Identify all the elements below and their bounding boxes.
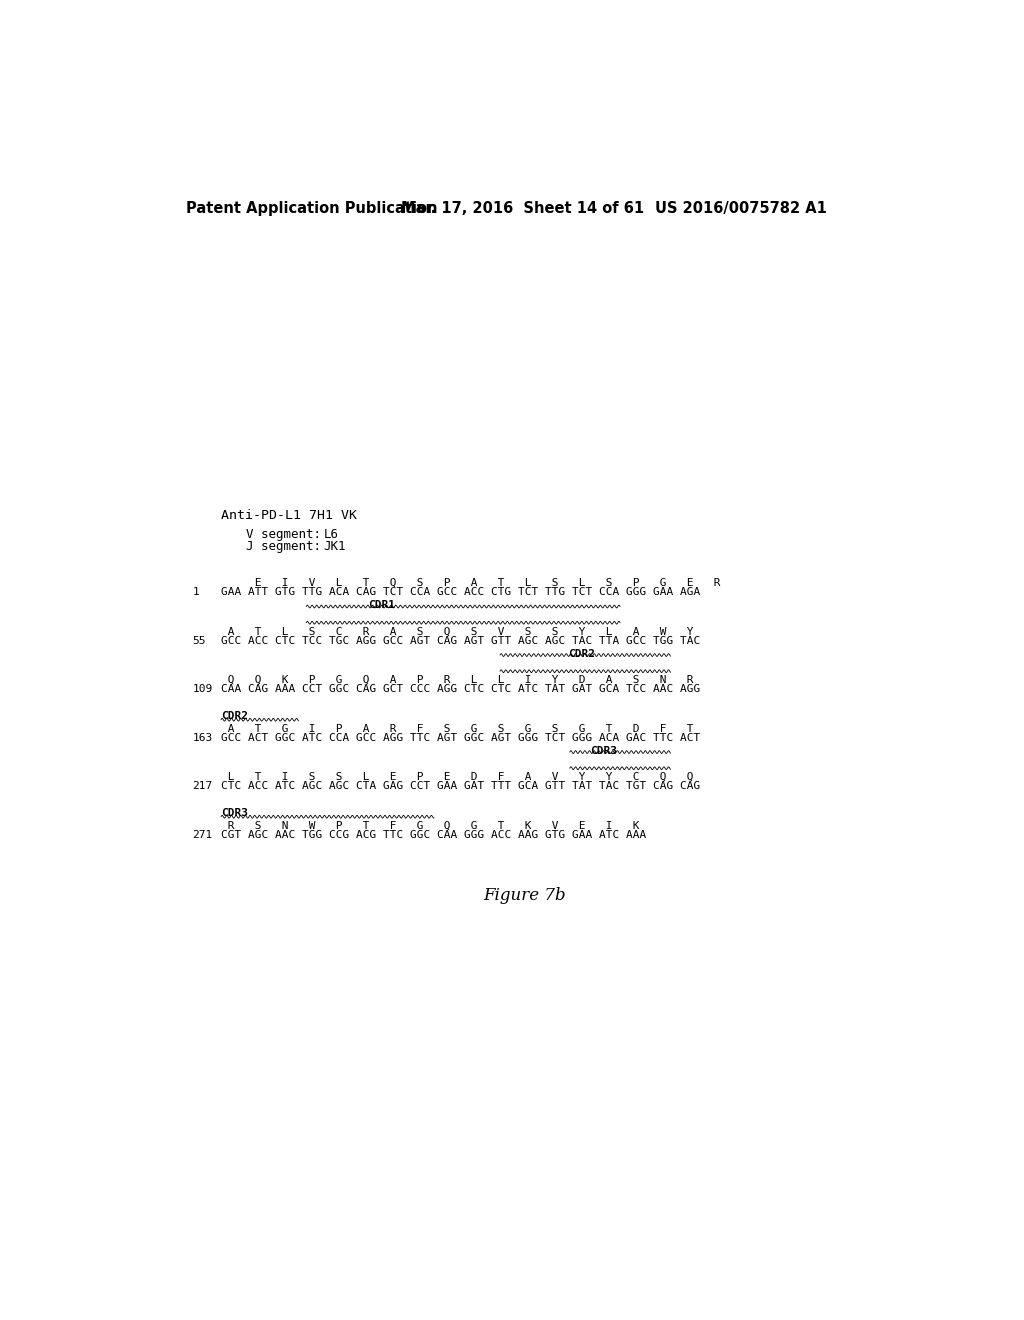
Text: E   I   V   L   T   Q   S   P   A   T   L   S   L   S   P   G   E   R: E I V L T Q S P A T L S L S P G E R [221, 578, 721, 587]
Text: V segment:: V segment: [246, 528, 321, 541]
Text: GCC ACC CTC TCC TGC AGG GCC AGT CAG AGT GTT AGC AGC TAC TTA GCC TGG TAC: GCC ACC CTC TCC TGC AGG GCC AGT CAG AGT … [221, 636, 700, 645]
Text: CDR3: CDR3 [221, 808, 248, 818]
Text: L   T   I   S   S   L   E   P   E   D   F   A   V   Y   Y   C   Q   Q: L T I S S L E P E D F A V Y Y C Q Q [221, 772, 693, 781]
Text: CDR2: CDR2 [568, 649, 595, 659]
Text: CDR2: CDR2 [221, 711, 248, 721]
Text: Mar. 17, 2016  Sheet 14 of 61: Mar. 17, 2016 Sheet 14 of 61 [400, 201, 644, 215]
Text: CGT AGC AAC TGG CCG ACG TTC GGC CAA GGG ACC AAG GTG GAA ATC AAA: CGT AGC AAC TGG CCG ACG TTC GGC CAA GGG … [221, 830, 646, 840]
Text: R   S   N   W   P   T   F   G   Q   G   T   K   V   E   I   K: R S N W P T F G Q G T K V E I K [221, 821, 640, 830]
Text: Q   Q   K   P   G   Q   A   P   R   L   L   I   Y   D   A   S   N   R: Q Q K P G Q A P R L L I Y D A S N R [221, 675, 693, 685]
Text: GCC ACT GGC ATC CCA GCC AGG TTC AGT GGC AGT GGG TCT GGG ACA GAC TTC ACT: GCC ACT GGC ATC CCA GCC AGG TTC AGT GGC … [221, 733, 700, 743]
Text: Figure 7b: Figure 7b [483, 887, 566, 904]
Text: J segment:: J segment: [246, 540, 321, 553]
Text: CDR1: CDR1 [369, 601, 395, 610]
Text: CAA CAG AAA CCT GGC CAG GCT CCC AGG CTC CTC ATC TAT GAT GCA TCC AAC AGG: CAA CAG AAA CCT GGC CAG GCT CCC AGG CTC … [221, 684, 700, 694]
Text: 55: 55 [193, 636, 206, 645]
Text: 109: 109 [193, 684, 213, 694]
Text: 163: 163 [193, 733, 213, 743]
Text: Patent Application Publication: Patent Application Publication [186, 201, 437, 215]
Text: Anti-PD-L1 7H1 VK: Anti-PD-L1 7H1 VK [221, 508, 357, 521]
Text: GAA ATT GTG TTG ACA CAG TCT CCA GCC ACC CTG TCT TTG TCT CCA GGG GAA AGA: GAA ATT GTG TTG ACA CAG TCT CCA GCC ACC … [221, 587, 700, 597]
Text: 217: 217 [193, 781, 213, 791]
Text: US 2016/0075782 A1: US 2016/0075782 A1 [655, 201, 826, 215]
Text: JK1: JK1 [324, 540, 346, 553]
Text: CDR3: CDR3 [590, 746, 616, 756]
Text: A   T   G   I   P   A   R   F   S   G   S   G   S   G   T   D   F   T: A T G I P A R F S G S G S G T D F T [221, 723, 693, 734]
Text: 1: 1 [193, 587, 199, 597]
Text: CTC ACC ATC AGC AGC CTA GAG CCT GAA GAT TTT GCA GTT TAT TAC TGT CAG CAG: CTC ACC ATC AGC AGC CTA GAG CCT GAA GAT … [221, 781, 700, 791]
Text: 271: 271 [193, 830, 213, 840]
Text: L6: L6 [324, 528, 338, 541]
Text: A   T   L   S   C   R   A   S   Q   S   V   S   S   Y   L   A   W   Y: A T L S C R A S Q S V S S Y L A W Y [221, 627, 693, 636]
